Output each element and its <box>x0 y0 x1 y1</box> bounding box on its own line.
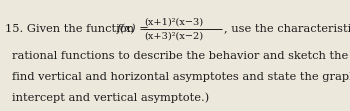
Text: (x+3)²(x−2): (x+3)²(x−2) <box>144 32 203 41</box>
Text: , use the characteristic of polynomials and: , use the characteristic of polynomials … <box>224 24 350 34</box>
Text: 15. Given the function: 15. Given the function <box>5 24 141 34</box>
Text: find vertical and horizontal asymptotes and state the graphical behaviors at hor: find vertical and horizontal asymptotes … <box>12 72 350 82</box>
Text: intercept and vertical asymptote.): intercept and vertical asymptote.) <box>12 93 209 103</box>
Text: f(x) =: f(x) = <box>117 24 150 34</box>
Text: (x+1)²(x−3): (x+1)²(x−3) <box>144 18 203 27</box>
Text: rational functions to describe the behavior and sketch the function. ( Show your: rational functions to describe the behav… <box>12 51 350 61</box>
